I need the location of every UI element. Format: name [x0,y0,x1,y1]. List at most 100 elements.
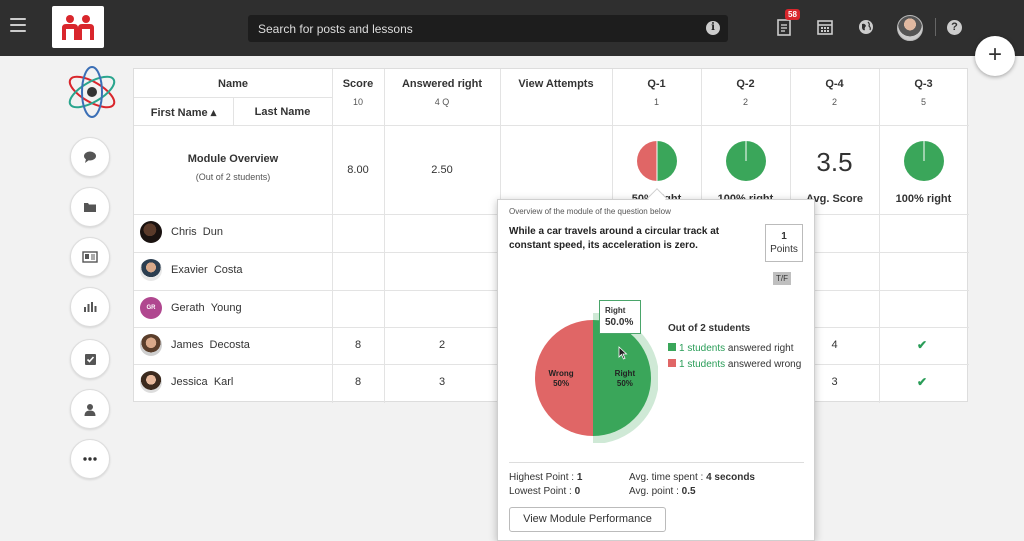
student-score: 8 [354,376,362,388]
right-slice-label: Right [615,369,636,378]
user-icon [84,403,96,416]
check-icon: ✔ [917,375,928,389]
student-first-name: Exavier [171,264,208,276]
lowest-point-value: 0 [574,486,581,497]
legend-right-link[interactable]: 1 students [679,343,726,354]
header-answered-right[interactable]: Answered right [401,78,483,90]
globe-icon[interactable] [857,18,875,36]
tooltip-value: 50.0% [605,317,634,328]
student-q4-score: 3 [831,376,838,388]
student-score: 8 [354,339,362,351]
header-q4[interactable]: Q-4 [825,78,844,90]
divider [509,462,804,463]
id-card-icon [82,251,98,263]
header-answered-count: 4 Q [434,97,450,107]
overview-answered: 2.50 [431,164,453,176]
student-first-name: Jessica [171,376,208,388]
avg-time-label: Avg. time spent : [629,472,707,483]
more-dots-icon [83,457,97,461]
student-q4-score: 4 [831,339,838,351]
highest-point-value: 1 [576,472,583,483]
app-logo[interactable] [52,6,104,48]
table-row[interactable]: Exavier Costa [140,259,243,281]
question-text: While a car travels around a circular tr… [509,226,720,251]
legend-wrong-link[interactable]: 1 students [679,359,726,370]
header-q2[interactable]: Q-2 [736,78,755,90]
atom-logo-icon [68,66,116,118]
menu-icon[interactable] [10,18,26,32]
logo-mark-icon [62,15,94,40]
header-score[interactable]: Score [342,78,374,90]
members-button[interactable] [70,389,110,429]
add-button[interactable]: + [975,36,1015,76]
avatar [140,334,162,356]
right-slice[interactable] [593,320,651,436]
module-overview-title: Module Overview [187,153,279,165]
points-box: 1 Points [765,224,803,262]
avg-point-value: 0.5 [681,486,696,497]
student-first-name: Gerath [171,302,205,314]
highest-point: Highest Point : 1 [509,472,582,483]
question-type-badge: T/F [773,272,791,285]
points-label: Points [770,244,798,255]
avatar [140,259,162,281]
assignments-button[interactable] [70,339,110,379]
header-q1[interactable]: Q-1 [647,78,666,90]
legend-right: 1 students answered right [668,341,808,357]
header-score-max: 10 [352,97,363,107]
table-row[interactable]: Jessica Karl [140,371,233,393]
lowest-point: Lowest Point : 0 [509,486,580,497]
answer-pie-chart[interactable]: Wrong 50% Right 50% [528,313,658,443]
calendar-icon[interactable] [816,18,834,36]
question-overview-popover: Overview of the module of the question b… [497,199,815,541]
info-icon[interactable]: i [706,21,720,35]
folder-icon [84,203,96,212]
comments-button[interactable] [70,137,110,177]
avg-point: Avg. point : 0.5 [629,486,696,497]
document-icon[interactable] [775,18,793,36]
q1-right-slice [657,141,677,181]
points-value: 1 [781,231,787,242]
more-button[interactable] [70,439,110,479]
highest-point-label: Highest Point : [509,472,577,483]
header-name: Name [218,78,248,90]
student-answered: 3 [438,376,446,388]
header-q4-points: 2 [831,97,837,107]
avatar [140,221,162,243]
chat-icon [84,151,96,163]
student-last-name: Young [210,302,242,314]
top-bar: Search for posts and lessons i 58 ? [0,0,1024,56]
q2-pie-chart[interactable] [725,140,767,182]
q4-summary: Avg. Score [805,193,864,205]
wrong-slice-label: Wrong [549,369,574,378]
header-q3[interactable]: Q-3 [914,78,933,90]
bar-chart-icon [84,302,97,312]
avg-time-spent: Avg. time spent : 4 seconds [629,472,755,483]
student-answered: 2 [438,339,446,351]
search-input[interactable]: Search for posts and lessons i [248,15,728,42]
table-row[interactable]: James Decosta [140,334,250,356]
student-last-name: Costa [213,264,243,276]
table-row[interactable]: GR Gerath Young [140,297,242,319]
gradebook-button[interactable] [70,237,110,277]
view-module-performance-button[interactable]: View Module Performance [509,507,666,532]
header-q2-points: 2 [742,97,748,107]
wrong-slice-value: 50% [553,379,569,388]
header-first-name[interactable]: First Name ▴ [150,107,217,119]
legend-wrong: 1 students answered wrong [668,357,808,373]
q3-pie-chart[interactable] [903,140,945,182]
table-row[interactable]: Chris Dun [140,221,223,243]
header-q1-points: 1 [653,97,659,107]
tooltip-label: Right [605,306,626,315]
q4-avg-score-value: 3.5 [816,147,853,177]
wrong-slice[interactable] [535,320,593,436]
student-first-name: James [171,339,204,351]
legend-wrong-text: answered wrong [725,359,802,370]
header-last-name[interactable]: Last Name [254,106,311,118]
analytics-button[interactable] [70,287,110,327]
user-avatar[interactable] [897,15,923,41]
q1-pie-chart[interactable] [636,140,678,182]
files-button[interactable] [70,187,110,227]
help-icon[interactable]: ? [947,20,962,35]
student-first-name: Chris [171,226,197,238]
